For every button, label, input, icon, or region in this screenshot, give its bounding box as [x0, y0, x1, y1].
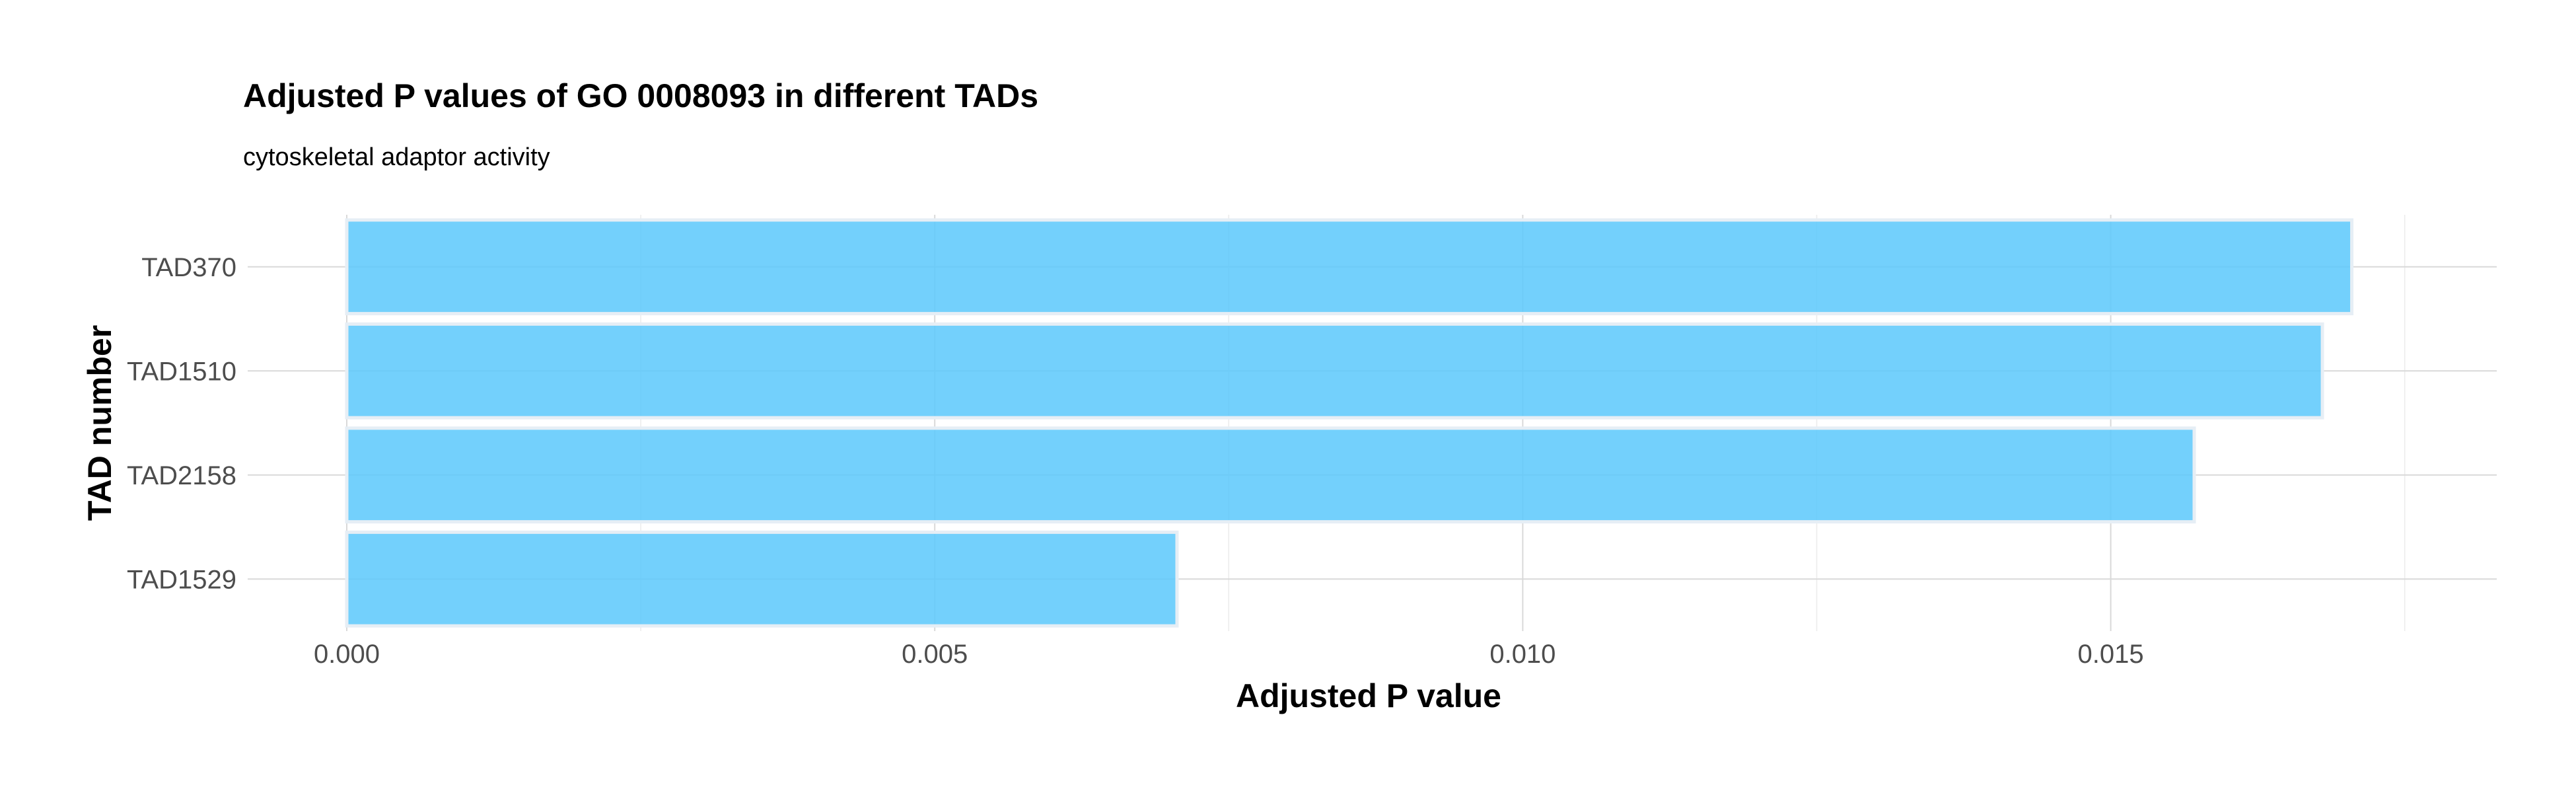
y-tick-label: TAD2158 — [127, 461, 236, 490]
bar-tad1510 — [345, 322, 2324, 420]
y-tick-label: TAD370 — [141, 253, 236, 282]
bar-tad370 — [345, 218, 2354, 316]
y-tick-label: TAD1529 — [127, 565, 236, 594]
x-axis-ticks: 0.000 0.005 0.010 0.015 — [314, 640, 2144, 669]
x-tick-label: 0.010 — [1489, 640, 1556, 669]
bar-tad2158 — [345, 426, 2196, 524]
bar-series — [345, 218, 2354, 628]
x-tick-label: 0.005 — [902, 640, 968, 669]
chart-title: Adjusted P values of GO 0008093 in diffe… — [243, 77, 1038, 114]
x-axis-title: Adjusted P value — [1236, 677, 1501, 714]
x-tick-label: 0.000 — [314, 640, 380, 669]
y-axis-title: TAD number — [81, 325, 118, 521]
x-tick-label: 0.015 — [2078, 640, 2144, 669]
y-axis-ticks: TAD370 TAD1510 TAD2158 TAD1529 — [127, 253, 236, 595]
bar-tad1529 — [345, 530, 1179, 628]
chart-subtitle: cytoskeletal adaptor activity — [243, 143, 550, 171]
y-tick-label: TAD1510 — [127, 357, 236, 386]
